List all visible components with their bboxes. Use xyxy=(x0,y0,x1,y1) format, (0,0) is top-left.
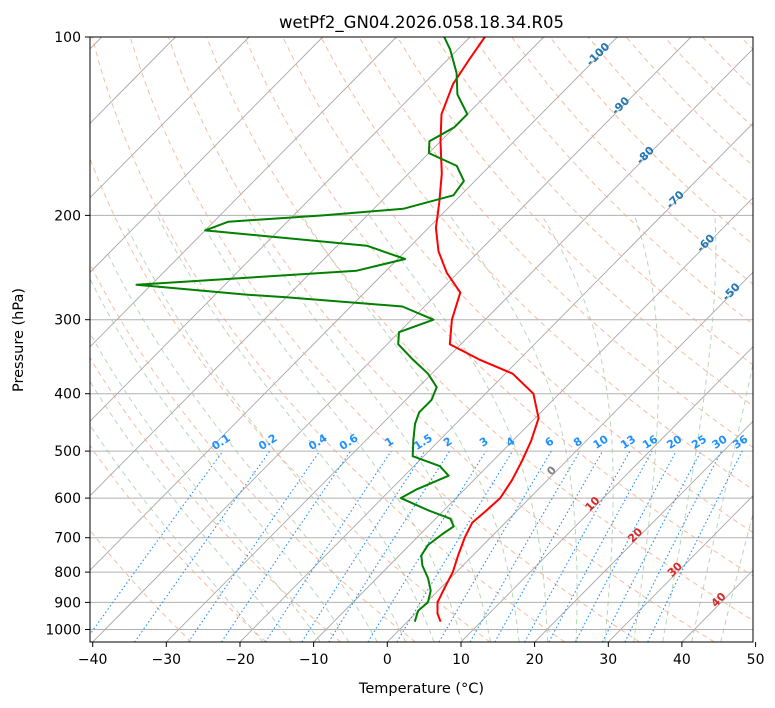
moist-adiabat-line xyxy=(301,215,520,642)
moist-adiabat-line xyxy=(691,361,753,642)
dry-adiabat-line xyxy=(473,37,753,325)
moist-adiabat-line xyxy=(197,215,463,642)
isotherm-line xyxy=(90,37,324,273)
background-grid xyxy=(90,37,753,642)
moist-adiabat-line xyxy=(449,215,578,642)
mixing-ratio-line xyxy=(328,450,451,642)
moist-adiabat-line xyxy=(541,215,614,642)
isotherm-line xyxy=(386,271,753,642)
y-tick-label: 900 xyxy=(54,595,81,611)
moist-adiabat-line xyxy=(245,215,492,642)
isotherm-line xyxy=(90,37,397,348)
y-tick-label: 600 xyxy=(54,491,81,507)
x-axis-label: Temperature (°C) xyxy=(358,681,484,697)
isotherm-line xyxy=(607,495,753,642)
dry-adiabat-line xyxy=(90,157,491,642)
chart-title: wetPf2_GN04.2026.058.18.34.R05 xyxy=(279,13,564,33)
mixing-ratio-line xyxy=(624,450,722,642)
x-tick-label: −10 xyxy=(299,652,329,668)
isotherm-line xyxy=(165,48,753,642)
wet-bulb-label: -40 xyxy=(750,324,773,347)
plot-frame xyxy=(89,36,754,643)
x-tick-label: 20 xyxy=(526,652,544,668)
moist-adiabat-line xyxy=(106,251,378,642)
moist-adiabat-line xyxy=(662,215,717,642)
mixing-ratio-line xyxy=(90,450,224,636)
temperature-profile-line xyxy=(434,37,540,623)
x-tick-label: −20 xyxy=(225,652,255,668)
isotherm-line xyxy=(313,197,753,642)
mixing-ratio-line xyxy=(221,450,352,642)
y-tick-label: 300 xyxy=(54,313,81,329)
mixing-ratio-line xyxy=(574,450,677,642)
moist-adiabat-line xyxy=(633,215,659,642)
x-tick-label: 0 xyxy=(383,652,392,668)
isotherm-line xyxy=(90,37,250,199)
axes: −40 −30 −20 −10 0 10 20 30 40 50 100 200 300 400 500 60… xyxy=(45,30,764,668)
dry-adiabat-line xyxy=(320,37,753,491)
mixing-ratio-line xyxy=(367,450,487,642)
moist-adiabat-line xyxy=(127,227,407,642)
y-tick-label: 1000 xyxy=(45,623,81,639)
moist-adiabat-line xyxy=(90,424,264,642)
mixing-ratio-line xyxy=(264,450,392,642)
dry-adiabat-line xyxy=(167,37,715,642)
isotherm-line xyxy=(90,37,545,497)
x-tick-label: 10 xyxy=(452,652,470,668)
moist-adiabat-line xyxy=(90,332,321,642)
mixing-ratio-line xyxy=(548,450,653,642)
y-tick-label: 500 xyxy=(54,444,81,460)
isotherm-line xyxy=(90,37,471,422)
x-tick-label: 40 xyxy=(673,652,691,668)
isotherm-line xyxy=(90,37,618,571)
dewpoint-profile-line xyxy=(135,37,469,622)
dry-adiabat-line xyxy=(90,529,192,642)
dry-adiabat-line xyxy=(129,37,640,642)
mixing-ratio-line xyxy=(647,450,743,642)
x-tick-label: −30 xyxy=(152,652,182,668)
dry-adiabat-line xyxy=(358,37,753,448)
mixing-ratio-line xyxy=(187,450,321,642)
moist-adiabat-line xyxy=(156,215,435,642)
profile-series xyxy=(135,37,540,623)
dry-adiabat-line xyxy=(90,262,416,642)
x-tick-label: 30 xyxy=(599,652,617,668)
mixing-ratio-line xyxy=(301,450,426,642)
mixing-ratio-line xyxy=(494,450,604,642)
isotherm-line xyxy=(460,346,753,642)
mixing-ratio-line xyxy=(524,450,631,642)
moist-adiabat-line xyxy=(720,512,753,642)
moist-adiabat-line xyxy=(368,215,549,642)
y-tick-label: 400 xyxy=(54,387,81,403)
x-tick-label: −40 xyxy=(78,652,108,668)
moist-adiabat-line xyxy=(90,277,350,642)
isotherm-line xyxy=(239,122,753,642)
mixing-ratio-line xyxy=(396,450,513,642)
isotherm-line xyxy=(534,420,753,642)
y-tick-label: 200 xyxy=(54,208,81,224)
dry-adiabat-line xyxy=(90,356,342,642)
x-tick-label: 50 xyxy=(747,652,765,668)
y-tick-label: 800 xyxy=(54,565,81,581)
y-tick-label: 100 xyxy=(54,30,81,46)
y-axis-label: Pressure (hPa) xyxy=(11,288,27,392)
isotherm-line xyxy=(92,37,692,642)
y-tick-label: 700 xyxy=(54,531,81,547)
mixing-ratio-line xyxy=(134,450,271,642)
